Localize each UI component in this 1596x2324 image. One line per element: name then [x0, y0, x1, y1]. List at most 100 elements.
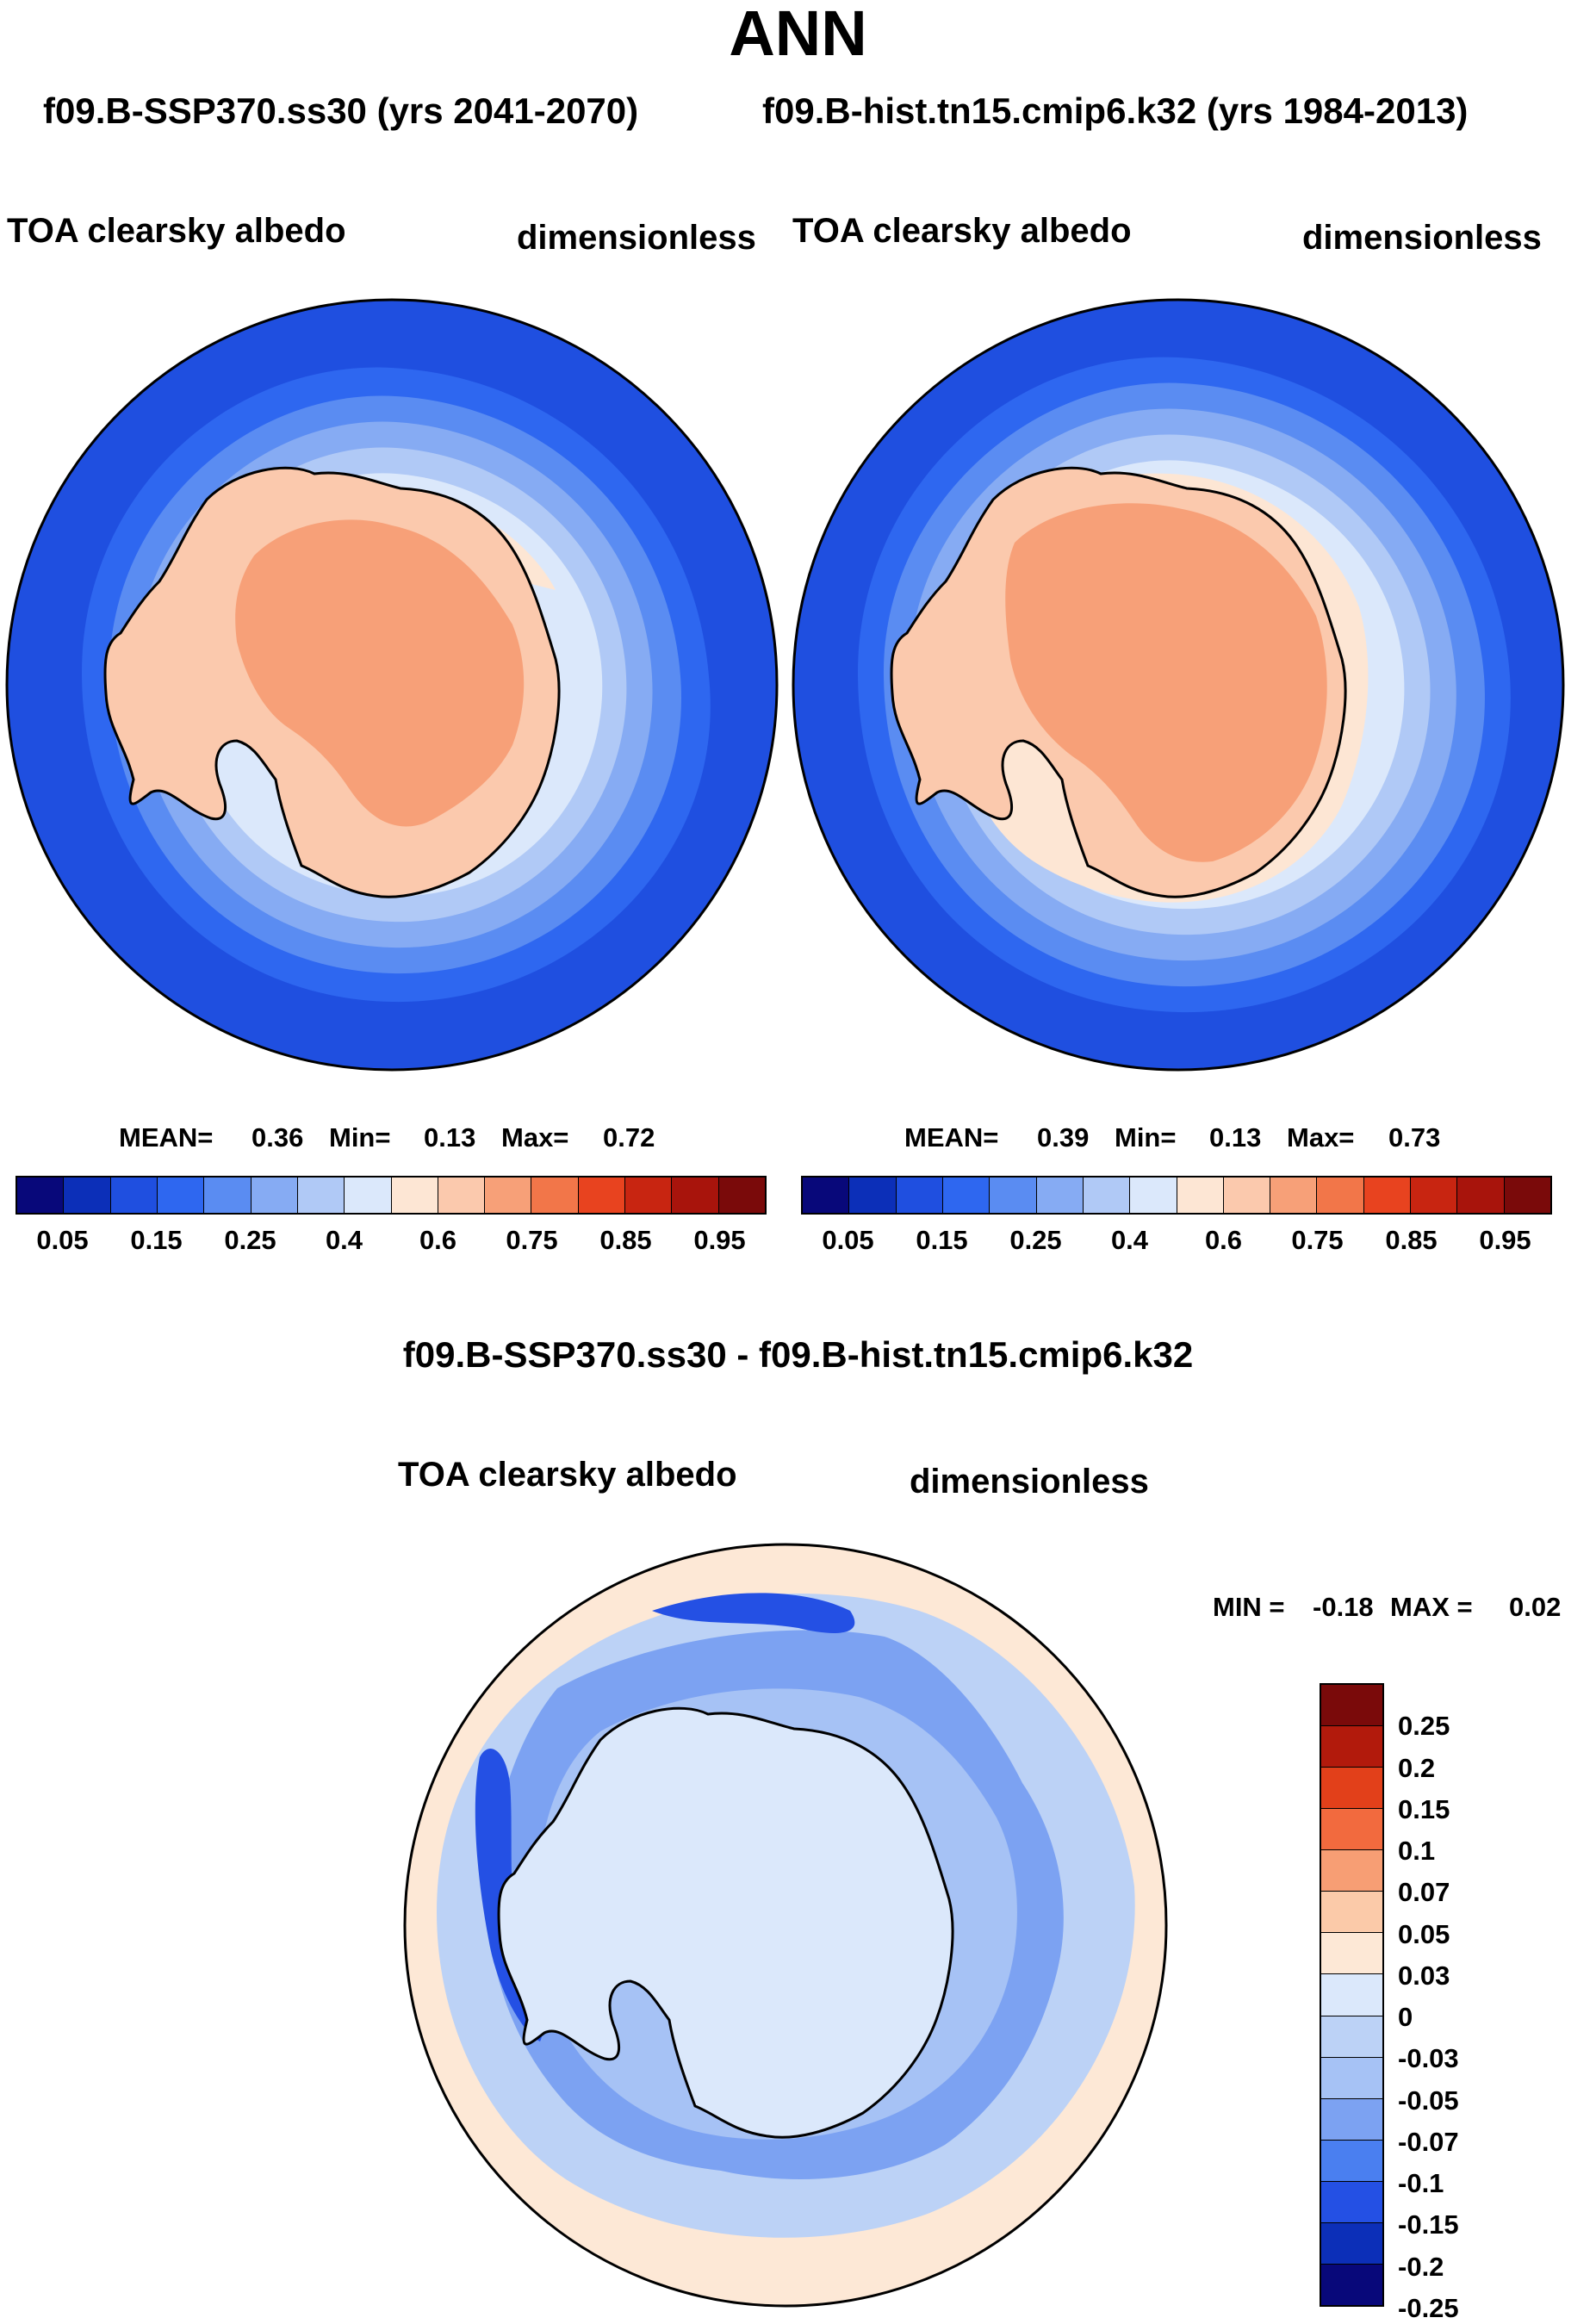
- colorbar-tick-label: 0.95: [693, 1225, 746, 1255]
- colorbar-segment: [1130, 1178, 1177, 1213]
- panel1-min-label: Min=: [329, 1122, 391, 1153]
- colorbar-segment: [1363, 1178, 1412, 1213]
- panel1-polar-map: [5, 298, 779, 1072]
- diff-max-value: 0.02: [1509, 1592, 1562, 1622]
- panel2-max-label: Max=: [1287, 1122, 1355, 1153]
- antarctica-interior: [235, 519, 525, 827]
- colorbar-segment: [1457, 1178, 1505, 1213]
- colorbar-tick-label: 0.03: [1398, 1960, 1450, 1991]
- colorbar-segment: [1321, 2181, 1382, 2223]
- colorbar-tick-label: -0.1: [1398, 2168, 1444, 2199]
- panel2-units-label: dimensionless: [1302, 219, 1542, 257]
- colorbar-tick-label: 0.05: [822, 1225, 874, 1255]
- panel1-colorbar: [16, 1176, 767, 1215]
- colorbar-tick-label: -0.03: [1398, 2043, 1459, 2074]
- colorbar-segment: [1321, 1974, 1382, 2016]
- colorbar-tick-label: 0.07: [1398, 1877, 1450, 1908]
- colorbar-segment: [803, 1178, 850, 1213]
- colorbar-tick-label: 0.05: [1398, 1918, 1450, 1949]
- map-boundary: [792, 298, 1565, 1072]
- panel1-units-label: dimensionless: [517, 219, 756, 257]
- antarctica-interior: [1005, 503, 1327, 862]
- colorbar-segment: [1321, 2016, 1382, 2058]
- colorbar-segment: [1321, 1850, 1382, 1892]
- antarctica-landmass: [497, 1706, 954, 2139]
- panel1-max-value: 0.72: [603, 1122, 655, 1153]
- colorbar-segment: [1321, 1892, 1382, 1934]
- panel2-mean-value: 0.39: [1037, 1122, 1090, 1153]
- colorbar-tick-label: -0.05: [1398, 2085, 1459, 2116]
- colorbar-segment: [1504, 1178, 1550, 1213]
- colorbar-segment: [1321, 1768, 1382, 1810]
- colorbar-segment: [1321, 2264, 1382, 2305]
- diff-units-label: dimensionless: [910, 1463, 1149, 1501]
- colorbar-tick-label: 0.4: [1110, 1225, 1149, 1255]
- colorbar-tick-label: -0.2: [1398, 2251, 1444, 2282]
- colorbar-tick-label: 0.2: [1398, 1752, 1436, 1783]
- colorbar-tick-label: 0.85: [1385, 1225, 1438, 1255]
- diff-colorbar: [1320, 1683, 1384, 2307]
- colorbar-tick-label: 0.75: [506, 1225, 558, 1255]
- panel2-colorbar: [801, 1176, 1552, 1215]
- diff-min-label: MIN =: [1213, 1592, 1285, 1622]
- colorbar-segment: [1411, 1178, 1458, 1213]
- panel1-mean-label: MEAN=: [119, 1122, 214, 1153]
- panel2-max-value: 0.73: [1388, 1122, 1441, 1153]
- colorbar-tick-label: 0.25: [1398, 1711, 1450, 1742]
- page-title: ANN: [729, 0, 867, 69]
- colorbar-tick-label: 0.25: [224, 1225, 276, 1255]
- colorbar-segment: [204, 1178, 252, 1213]
- colorbar-segment: [942, 1178, 991, 1213]
- colorbar-segment: [345, 1178, 392, 1213]
- colorbar-segment: [1321, 2140, 1382, 2182]
- colorbar-tick-label: 0.75: [1291, 1225, 1344, 1255]
- colorbar-segment: [438, 1178, 486, 1213]
- colorbar-tick-label: 0.6: [1204, 1225, 1243, 1255]
- colorbar-segment: [1321, 1933, 1382, 1975]
- colorbar-segment: [1321, 2057, 1382, 2099]
- case-title-right: f09.B-hist.tn15.cmip6.k32 (yrs 1984-2013…: [762, 90, 1469, 131]
- colorbar-segment: [1321, 1685, 1382, 1727]
- panel2-mean-label: MEAN=: [904, 1122, 999, 1153]
- colorbar-tick-label: 0.4: [325, 1225, 363, 1255]
- colorbar-segment: [718, 1178, 765, 1213]
- colorbar-segment: [110, 1178, 158, 1213]
- panel1-min-value: 0.13: [424, 1122, 476, 1153]
- colorbar-segment: [1223, 1178, 1271, 1213]
- colorbar-tick-label: 0.6: [419, 1225, 457, 1255]
- colorbar-segment: [1036, 1178, 1084, 1213]
- colorbar-tick-label: 0.1: [1398, 1836, 1436, 1867]
- colorbar-segment: [1321, 1726, 1382, 1768]
- panel1-max-label: Max=: [501, 1122, 569, 1153]
- panel2-min-label: Min=: [1115, 1122, 1177, 1153]
- panel1-mean-value: 0.36: [252, 1122, 304, 1153]
- colorbar-segment: [485, 1178, 532, 1213]
- diff-min-value: -0.18: [1313, 1592, 1374, 1622]
- colorbar-segment: [849, 1178, 897, 1213]
- diff-variable-label: TOA clearsky albedo: [398, 1456, 737, 1494]
- colorbar-segment: [157, 1178, 205, 1213]
- panel2-variable-label: TOA clearsky albedo: [792, 212, 1132, 250]
- colorbar-tick-label: 0.15: [130, 1225, 183, 1255]
- colorbar-tick-label: -0.25: [1398, 2293, 1459, 2323]
- colorbar-segment: [1083, 1178, 1131, 1213]
- colorbar-segment: [578, 1178, 626, 1213]
- colorbar-segment: [1270, 1178, 1318, 1213]
- colorbar-segment: [1317, 1178, 1364, 1213]
- diff-band-strong-top: [652, 1593, 855, 1633]
- colorbar-segment: [625, 1178, 673, 1213]
- colorbar-segment: [896, 1178, 943, 1213]
- colorbar-tick-label: -0.07: [1398, 2126, 1459, 2157]
- colorbar-segment: [391, 1178, 438, 1213]
- colorbar-tick-label: 0.05: [36, 1225, 89, 1255]
- panel1-variable-label: TOA clearsky albedo: [7, 212, 346, 250]
- colorbar-segment: [672, 1178, 719, 1213]
- panel2-polar-map: [792, 298, 1565, 1072]
- colorbar-tick-label: -0.15: [1398, 2209, 1459, 2240]
- colorbar-tick-label: 0.15: [1398, 1793, 1450, 1824]
- colorbar-tick-label: 0.25: [1009, 1225, 1062, 1255]
- map-boundary: [5, 298, 779, 1072]
- colorbar-segment: [251, 1178, 298, 1213]
- colorbar-tick-label: 0: [1398, 2002, 1413, 2033]
- map-boundary: [403, 1543, 1168, 2308]
